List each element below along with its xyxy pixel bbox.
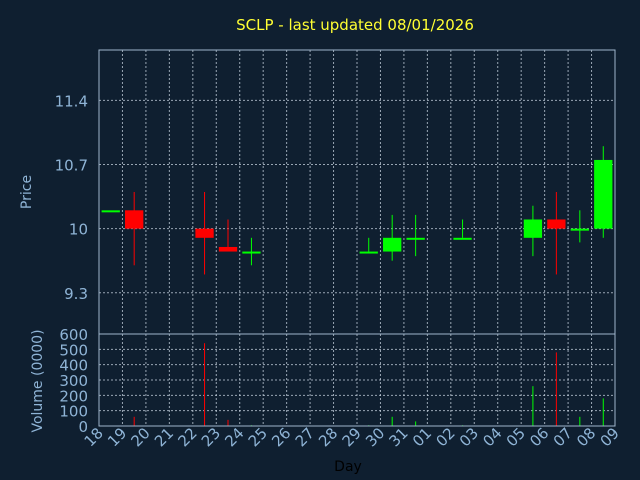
volume-tick-label: 0 [78, 418, 88, 436]
x-tick-label: 27 [292, 424, 318, 450]
volume-bars [133, 343, 604, 426]
candle-body [125, 210, 144, 229]
x-axis-label: Day [334, 459, 362, 475]
volume-tick-label: 200 [59, 387, 88, 405]
x-tick-label: 08 [573, 424, 599, 450]
volume-tick-label: 500 [59, 341, 88, 359]
candle-body [570, 228, 589, 231]
price-candles [101, 146, 613, 275]
candle-body [523, 219, 543, 238]
price-tick-label: 10 [69, 221, 88, 239]
x-tick-label: 31 [386, 424, 412, 450]
x-tick-label: 25 [245, 424, 271, 450]
x-tick-label: 23 [198, 424, 224, 450]
candle-body [547, 219, 566, 229]
candle-body [195, 228, 214, 238]
candle-body [383, 237, 402, 252]
x-tick-label: 07 [550, 424, 576, 450]
x-tick-label: 01 [409, 424, 435, 450]
price-axis-label: Price [19, 175, 35, 209]
volume-tick-label: 300 [59, 372, 88, 390]
x-tick-label: 26 [268, 424, 294, 450]
x-tick-label: 04 [479, 424, 505, 450]
candle-body [218, 246, 238, 252]
x-tick-label: 22 [174, 424, 200, 450]
candle-body [594, 159, 613, 229]
volume-tick-label: 100 [59, 403, 88, 421]
candle-body [242, 251, 261, 254]
price-axis-ticks: 9.3 10 10.7 11.4 [55, 92, 88, 302]
volume-tick-label: 400 [59, 357, 88, 375]
x-tick-label: 02 [432, 424, 458, 450]
candle-body [359, 251, 378, 254]
volume-axis-label: Volume (0000) [30, 329, 46, 432]
price-tick-label: 11.4 [55, 92, 88, 110]
price-tick-label: 10.7 [55, 157, 88, 175]
x-tick-label: 21 [151, 424, 177, 450]
candle-body [406, 237, 425, 240]
x-tick-label: 03 [456, 424, 482, 450]
x-axis-ticks: 1819202122232425262728293031010203040506… [81, 424, 623, 450]
candle-body [453, 237, 472, 240]
volume-plot-frame [98, 333, 616, 427]
x-tick-label: 24 [221, 424, 247, 450]
price-tick-label: 9.3 [64, 285, 88, 303]
x-tick-label: 19 [104, 424, 130, 450]
candle-body [101, 210, 120, 213]
grid-lines [98, 50, 616, 426]
x-tick-label: 06 [526, 424, 552, 450]
x-tick-label: 30 [362, 424, 388, 450]
x-tick-label: 28 [315, 424, 341, 450]
x-tick-label: 20 [128, 424, 154, 450]
volume-tick-label: 600 [59, 326, 88, 344]
x-tick-label: 09 [597, 424, 623, 450]
x-tick-label: 05 [503, 424, 529, 450]
chart-title: SCLP - last updated 08/01/2026 [236, 16, 474, 34]
x-tick-label: 29 [339, 424, 365, 450]
